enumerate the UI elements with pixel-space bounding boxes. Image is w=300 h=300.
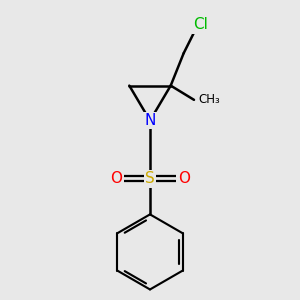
Text: O: O [178, 171, 190, 186]
Text: O: O [110, 171, 122, 186]
Text: CH₃: CH₃ [199, 93, 220, 106]
Text: S: S [145, 171, 155, 186]
Text: N: N [144, 113, 156, 128]
Text: Cl: Cl [193, 17, 208, 32]
